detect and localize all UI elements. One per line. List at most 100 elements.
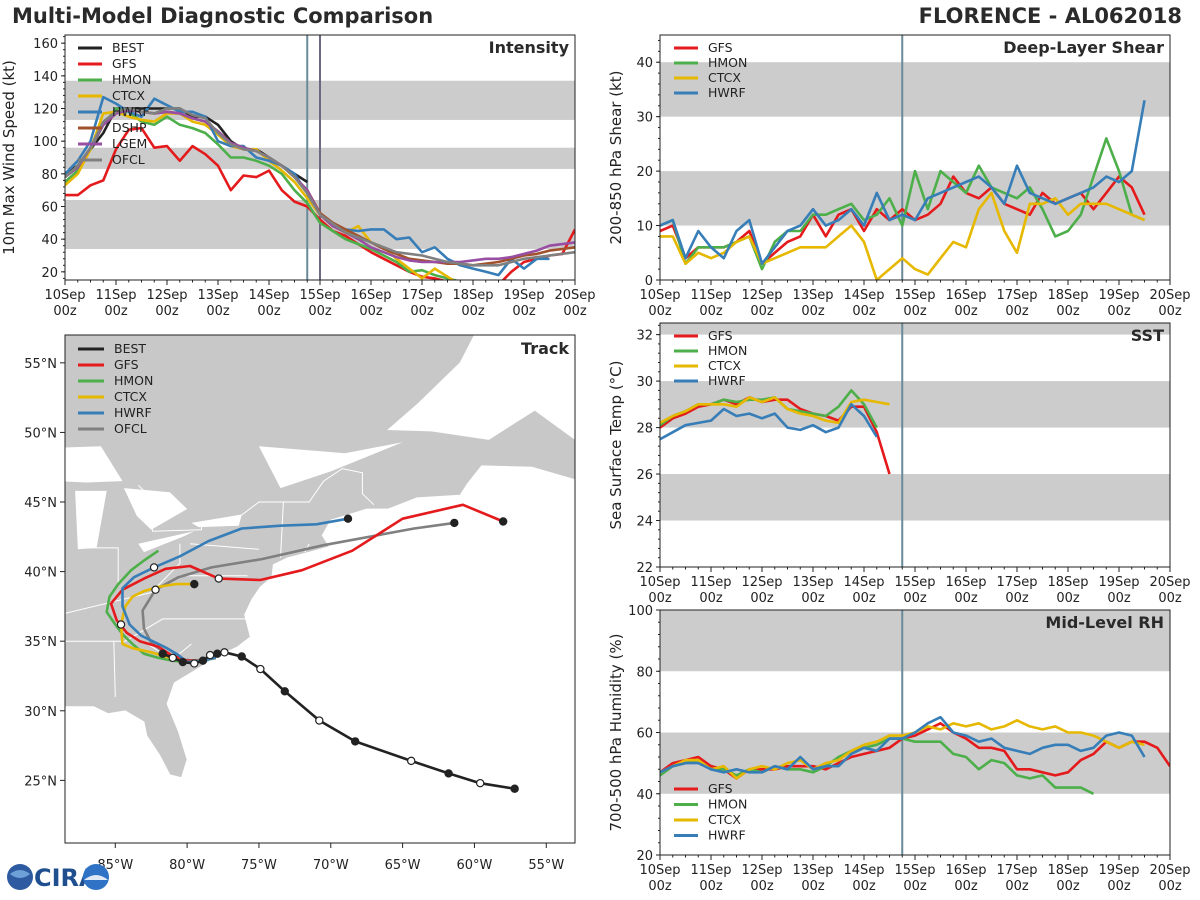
intensity-xtick-sub: 00z [512,304,536,319]
rh-xtick-label: 15Sep [894,863,935,878]
track-point [350,737,360,746]
shear-xtick-sub: 00z [699,304,723,319]
track-legend-label: HMON [114,373,153,388]
sst-title: SST [1131,326,1164,345]
track-xtick-label: 55°W [528,858,564,873]
water-body-0 [65,446,123,483]
track-frame [64,334,576,844]
shear-xtick-sub: 00z [954,304,978,319]
shear-ytick-label: 40 [636,56,653,71]
sst-xtick-label: 20Sep [1149,575,1190,590]
intensity-xtick-label: 14Sep [248,288,289,303]
border-line-4 [113,641,116,697]
track-point [256,664,265,674]
track-point [343,514,353,523]
track-point [205,650,215,660]
sst-xtick-label: 15Sep [894,575,935,590]
rh-xtick-sub: 00z [903,879,927,894]
track-point [475,778,485,788]
rh-xtick-sub: 00z [1158,879,1182,894]
border-line-9 [79,547,119,586]
rh-ytick-label: 80 [636,665,653,680]
intensity-xtick-label: 19Sep [503,288,544,303]
track-point [450,518,459,528]
rh-plot-area [660,610,1170,855]
rh-ytick-label: 20 [636,849,653,864]
intensity-xtick-sub: 00z [308,304,332,319]
track-title: Track [521,339,569,358]
intensity-series-hmon [65,107,460,280]
rh-legend-label: HWRF [708,828,746,843]
intensity-xtick-label: 13Sep [197,288,238,303]
cira-logo: CIRA [4,860,114,898]
sst-xtick-sub: 00z [852,591,876,606]
track-point [116,620,126,629]
sst-xtick-label: 19Sep [1098,575,1139,590]
rh-xtick-label: 10Sep [639,863,680,878]
track-point [407,756,416,766]
rh-xtick-label: 18Sep [1047,863,1088,878]
intensity-series-gfs [65,126,575,280]
rh-xtick-sub: 00z [1005,879,1029,894]
sst-xtick-sub: 00z [1158,591,1182,606]
rh-xtick-label: 19Sep [1098,863,1139,878]
track-plot-area [65,335,575,843]
track-ytick-label: 35°N [24,635,57,650]
intensity-legend-label: HWRF [112,104,150,119]
rh-series-hwrf [660,715,1146,774]
track-ytick-label: 55°N [24,357,57,372]
shear-xtick-label: 15Sep [894,288,935,303]
rh-xtick-sub: 00z [954,879,978,894]
track-ytick-label: 40°N [24,566,57,581]
rh-xtick-label: 11Sep [690,863,731,878]
track-ytick-label: 30°N [24,705,57,720]
intensity-chart: 2040608010012014016010Sep00z11Sep00z12Se… [0,34,596,319]
shear-ylabel: 200-850 hPa Shear (kt) [607,71,625,245]
rh-band-1 [660,610,1170,672]
track-point [198,656,208,665]
track-legend-label: OFCL [114,421,147,436]
track-point [190,659,199,668]
rh-ytick-label: 100 [628,604,653,619]
rh-xtick-label: 20Sep [1149,863,1190,878]
track-point [213,649,222,658]
sst-band-2 [660,323,1170,335]
water-body-2 [123,488,188,530]
intensity-xtick-label: 10Sep [44,288,85,303]
sst-band-0 [660,474,1170,521]
track-legend-label: HWRF [114,405,152,420]
track-point [510,784,519,793]
shear-xtick-label: 11Sep [690,288,731,303]
shear-xtick-label: 20Sep [1149,288,1190,303]
track-point [214,574,223,583]
rh-ytick-label: 60 [636,727,653,742]
intensity-ytick-label: 60 [41,201,58,216]
track-point [151,585,160,594]
intensity-xtick-label: 11Sep [95,288,136,303]
shear-xtick-label: 12Sep [741,288,782,303]
intensity-legend-label: LGEM [112,136,147,151]
rh-xtick-sub: 00z [801,879,825,894]
shear-chart: 01020304010Sep00z11Sep00z12Sep00z13Sep00… [607,34,1191,319]
water-body-1 [75,490,107,550]
page-title: Multi-Model Diagnostic Comparison [12,4,434,28]
rh-xtick-label: 17Sep [996,863,1037,878]
sst-xtick-sub: 00z [750,591,774,606]
shear-xtick-sub: 00z [750,304,774,319]
track-point [220,648,229,657]
intensity-ytick-label: 40 [41,233,58,248]
shear-xtick-sub: 00z [903,304,927,319]
track-point [498,517,508,526]
shear-xtick-label: 14Sep [843,288,884,303]
border-line-7 [280,501,284,558]
shear-legend-label: GFS [708,40,733,55]
track-xtick-label: 70°W [313,858,349,873]
sst-ytick-label: 24 [636,515,653,530]
rh-xtick-label: 14Sep [843,863,884,878]
sst-xtick-sub: 00z [903,591,927,606]
intensity-xtick-sub: 00z [53,304,77,319]
track-ytick-label: 45°N [24,496,57,511]
intensity-legend-label: CTCX [112,88,145,103]
intensity-xtick-sub: 00z [155,304,179,319]
sst-ytick-label: 28 [636,422,653,437]
